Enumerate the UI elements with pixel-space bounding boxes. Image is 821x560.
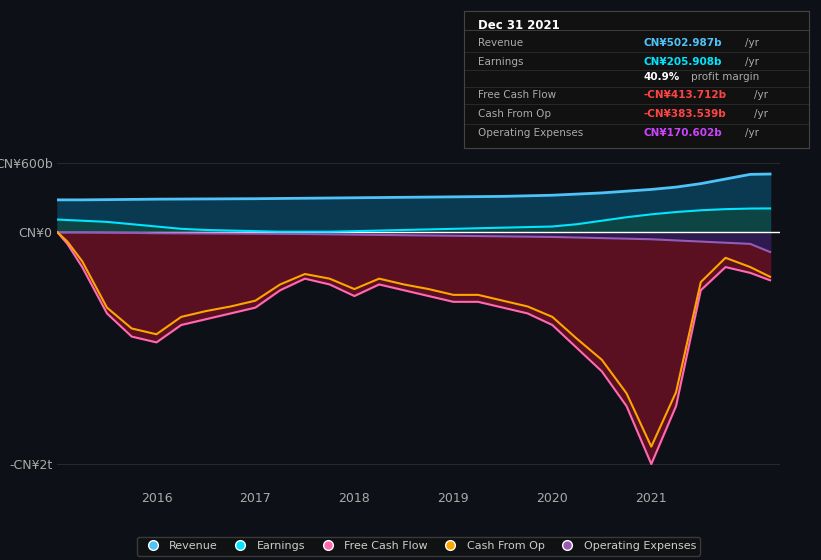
Text: 40.9%: 40.9% — [643, 72, 680, 82]
Text: Earnings: Earnings — [478, 57, 523, 67]
Text: /yr: /yr — [745, 38, 759, 48]
Text: CN¥170.602b: CN¥170.602b — [643, 128, 722, 138]
Text: CN¥502.987b: CN¥502.987b — [643, 38, 722, 48]
Text: /yr: /yr — [754, 90, 768, 100]
Text: /yr: /yr — [745, 57, 759, 67]
Text: -CN¥383.539b: -CN¥383.539b — [643, 109, 726, 119]
Text: /yr: /yr — [745, 128, 759, 138]
Text: Operating Expenses: Operating Expenses — [478, 128, 583, 138]
Text: Revenue: Revenue — [478, 38, 523, 48]
Text: Free Cash Flow: Free Cash Flow — [478, 90, 556, 100]
Text: -CN¥413.712b: -CN¥413.712b — [643, 90, 727, 100]
Legend: Revenue, Earnings, Free Cash Flow, Cash From Op, Operating Expenses: Revenue, Earnings, Free Cash Flow, Cash … — [137, 536, 700, 556]
Text: /yr: /yr — [754, 109, 768, 119]
Text: CN¥205.908b: CN¥205.908b — [643, 57, 722, 67]
Text: Dec 31 2021: Dec 31 2021 — [478, 20, 559, 32]
Text: Cash From Op: Cash From Op — [478, 109, 551, 119]
Text: profit margin: profit margin — [691, 72, 759, 82]
